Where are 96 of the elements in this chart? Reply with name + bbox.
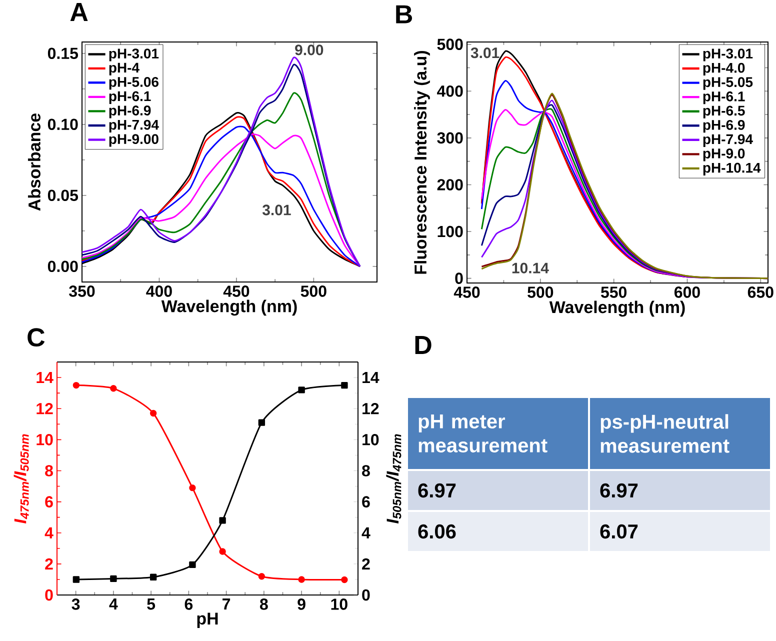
- y-tick-label: 100: [438, 226, 463, 238]
- legend-label: pH-6.1: [703, 91, 745, 104]
- legend-label: pH-4: [109, 62, 140, 76]
- y-tick-label: 12: [36, 403, 53, 414]
- y-axis-title: Absorbance: [28, 113, 40, 211]
- x-tick-label: 8: [260, 598, 268, 610]
- text: D: [415, 336, 432, 354]
- text: pH meter measurement: [418, 414, 548, 452]
- x-tick-label: 5: [147, 598, 156, 610]
- point: [110, 385, 117, 392]
- point: [219, 548, 226, 555]
- text: ps-pH-neutral measurement: [600, 414, 730, 453]
- legend-label: pH-4.0: [703, 62, 745, 76]
- y2-tick-label: 12: [362, 403, 379, 414]
- legend-label: pH-3.01: [109, 48, 159, 62]
- y-tick-label: 0.00: [48, 260, 78, 272]
- y-tick-label: 14: [36, 372, 54, 384]
- y-tick-label: 4: [44, 527, 54, 538]
- x-tick-label: 400: [146, 286, 172, 297]
- point: [150, 410, 157, 417]
- x-tick-label: 450: [454, 286, 480, 298]
- text: 6.07: [600, 524, 638, 539]
- point: [189, 484, 196, 492]
- x-tick-label: 550: [600, 286, 627, 298]
- x-tick-label: 7: [222, 598, 230, 610]
- y2-tick-label: 10: [362, 434, 379, 446]
- y-tick-label: 0: [455, 272, 463, 284]
- y2-axis-title: I$_{505nm}$/I$_{475nm}$: [386, 434, 402, 524]
- y2-tick-label: 0: [362, 589, 370, 601]
- x-tick-label: 650: [748, 286, 774, 298]
- y2-tick-label: 8: [362, 465, 370, 476]
- point: [298, 576, 305, 583]
- x-axis-title: pH: [197, 612, 218, 628]
- x-tick-label: 600: [674, 286, 700, 298]
- x-tick-label: 10: [331, 598, 348, 610]
- x-tick-label: 450: [223, 286, 250, 297]
- y-tick-label: 6: [45, 496, 53, 508]
- text: 6.97: [600, 483, 638, 498]
- x-tick-label: 4: [109, 598, 118, 610]
- legend-label: pH-9.0: [703, 148, 745, 162]
- y-tick-label: 2: [45, 558, 53, 570]
- point: [72, 382, 80, 389]
- text: 6.97: [418, 483, 456, 498]
- legend-label: pH-9.00: [109, 134, 158, 147]
- y-axis-title: Fluorescence Intensity (a.u): [414, 50, 430, 274]
- y-tick-label: 400: [437, 85, 463, 97]
- x-tick-label: 350: [69, 286, 95, 297]
- point: [341, 382, 348, 389]
- annotation: 3.01: [262, 204, 291, 216]
- legend-label: pH-6.9: [109, 106, 151, 118]
- y2-tick-label: 14: [362, 372, 380, 384]
- legend-label: pH-10.14: [703, 162, 761, 176]
- chart-title: C: [28, 328, 45, 347]
- x-tick-label: 6: [184, 598, 193, 610]
- point: [72, 576, 80, 583]
- point: [258, 573, 266, 580]
- legend-label: pH-7.94: [109, 120, 159, 133]
- annotation: 9.00: [295, 44, 324, 56]
- legend-label: pH-5.06: [109, 76, 158, 90]
- y-tick-label: 0.10: [48, 118, 78, 130]
- legend-label: pH-6.9: [703, 120, 745, 133]
- point: [110, 575, 117, 582]
- x-axis-title: Wavelength (nm): [161, 300, 297, 316]
- y-tick-label: 300: [437, 132, 463, 144]
- point: [189, 561, 196, 568]
- legend-label: pH-6.5: [703, 106, 745, 118]
- y-tick-label: 0.15: [48, 48, 78, 60]
- point: [219, 517, 226, 524]
- x-tick-label: 3: [72, 598, 80, 610]
- legend-label: pH-3.01: [703, 48, 753, 62]
- y-tick-label: 500: [437, 38, 463, 50]
- y-axis-title: I$_{475nm}$/I$_{505nm}$: [14, 434, 29, 524]
- legend-label: pH-6.1: [109, 91, 151, 104]
- y-tick-label: 0: [45, 589, 53, 601]
- point: [341, 576, 348, 584]
- point: [298, 386, 305, 394]
- chart-title: B: [396, 5, 412, 24]
- y-tick-label: 0.05: [48, 190, 78, 202]
- annotation: 10.14: [512, 262, 549, 274]
- y2-tick-label: 6: [362, 496, 370, 508]
- annotation: 3.01: [470, 48, 500, 58]
- y-tick-label: 8: [45, 465, 53, 476]
- legend-label: pH-7.94: [703, 134, 753, 147]
- x-tick-label: 500: [300, 286, 326, 297]
- point: [150, 574, 157, 580]
- legend-label: pH-5.05: [703, 77, 753, 90]
- y-tick-label: 200: [437, 179, 463, 190]
- y2-tick-label: 4: [362, 527, 370, 538]
- y2-tick-label: 2: [362, 558, 370, 570]
- chart-title: A: [70, 3, 88, 21]
- x-axis-title: Wavelength (nm): [549, 300, 685, 317]
- x-tick-label: 500: [528, 286, 554, 298]
- point: [258, 419, 266, 426]
- y-tick-label: 10: [36, 434, 53, 446]
- text: 6.06: [418, 524, 456, 539]
- x-tick-label: 9: [298, 598, 306, 610]
